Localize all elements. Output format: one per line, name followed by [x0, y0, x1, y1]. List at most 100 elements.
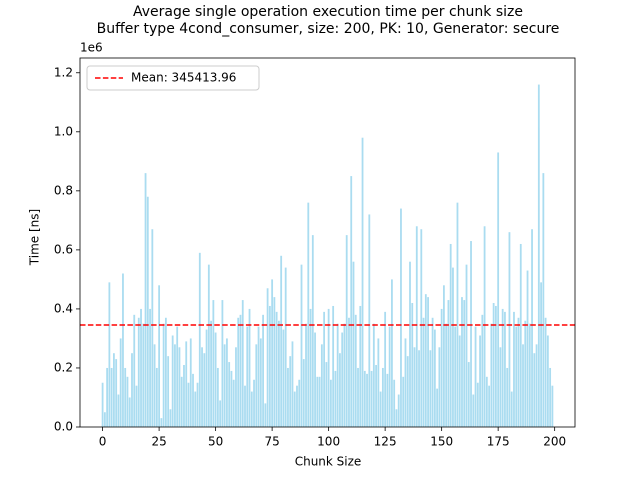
- bar: [176, 326, 179, 427]
- bar: [402, 376, 405, 427]
- x-tick-label: 100: [317, 435, 340, 449]
- bar: [388, 326, 391, 427]
- bar: [336, 323, 339, 427]
- bar: [406, 356, 409, 427]
- bar: [262, 314, 264, 427]
- bar: [289, 356, 292, 427]
- bar: [400, 208, 402, 427]
- bar: [397, 394, 400, 427]
- bar: [119, 338, 122, 427]
- legend-label: Mean: 345413.96: [131, 71, 236, 85]
- bar: [124, 367, 127, 427]
- bar: [192, 373, 194, 427]
- bar: [210, 320, 212, 427]
- bar: [379, 391, 382, 427]
- bar: [201, 347, 203, 427]
- bar: [241, 300, 244, 427]
- bar: [246, 326, 249, 427]
- bar: [467, 362, 470, 427]
- bar: [357, 367, 359, 427]
- bar: [375, 365, 377, 427]
- bar: [461, 297, 463, 427]
- bar: [162, 323, 165, 427]
- bar: [504, 311, 506, 427]
- bar: [115, 359, 118, 427]
- bar: [479, 335, 481, 427]
- bar: [465, 264, 468, 427]
- bar: [239, 314, 242, 427]
- bar: [506, 367, 509, 427]
- bar: [429, 350, 432, 427]
- bar: [110, 367, 113, 427]
- bar: [320, 344, 323, 427]
- bar: [370, 370, 373, 427]
- bar: [463, 300, 466, 427]
- x-tick-label: 125: [374, 435, 397, 449]
- bar: [438, 347, 441, 427]
- bar: [194, 391, 197, 427]
- bar: [221, 300, 224, 427]
- bar: [287, 367, 289, 427]
- bar: [497, 152, 500, 428]
- bar: [131, 353, 133, 427]
- bar: [522, 344, 524, 427]
- bar: [180, 376, 183, 427]
- bar: [248, 308, 251, 427]
- bar: [488, 385, 491, 427]
- bar: [187, 382, 190, 427]
- y-tick-label: 0.0: [54, 420, 73, 434]
- bar: [454, 326, 457, 427]
- bar: [214, 332, 217, 427]
- bar: [384, 311, 387, 427]
- bar: [415, 226, 418, 427]
- bar: [300, 264, 303, 427]
- bar: [354, 314, 357, 427]
- bar: [531, 229, 533, 427]
- bar: [237, 317, 240, 427]
- bar: [422, 317, 425, 427]
- bar: [537, 84, 540, 428]
- x-axis-label: Chunk Size: [295, 455, 362, 469]
- y-offset-label: 1e6: [80, 41, 103, 55]
- bar: [282, 329, 285, 427]
- bar: [519, 243, 522, 427]
- bars: [101, 84, 554, 428]
- bar: [540, 282, 542, 427]
- bar: [223, 344, 226, 427]
- bar: [352, 261, 355, 427]
- bar: [449, 243, 452, 427]
- bar: [244, 385, 246, 427]
- bar: [510, 391, 513, 427]
- bar: [535, 344, 538, 427]
- bar: [546, 335, 549, 427]
- bar: [424, 294, 427, 427]
- bar: [440, 308, 443, 427]
- bar: [458, 335, 461, 427]
- bar: [350, 176, 353, 427]
- bar: [133, 314, 136, 427]
- bar: [456, 202, 459, 427]
- bar: [508, 232, 511, 427]
- bar: [368, 214, 371, 427]
- bar: [420, 229, 423, 427]
- bar: [146, 196, 149, 427]
- bar: [452, 267, 454, 427]
- bar: [361, 137, 364, 428]
- y-tick-label: 0.2: [54, 360, 73, 374]
- bar: [411, 303, 414, 427]
- y-tick-label: 0.8: [54, 183, 73, 197]
- bar: [433, 329, 436, 427]
- bar: [264, 403, 267, 427]
- bar: [291, 341, 294, 427]
- bar: [309, 308, 312, 427]
- bar: [113, 353, 115, 427]
- bar: [183, 365, 185, 427]
- plot-frame: [79, 57, 576, 428]
- bar: [230, 370, 233, 427]
- bar: [198, 252, 201, 427]
- bar: [153, 344, 156, 427]
- bar: [341, 332, 344, 427]
- bar: [178, 347, 181, 427]
- bar: [302, 359, 305, 427]
- bar: [273, 297, 276, 427]
